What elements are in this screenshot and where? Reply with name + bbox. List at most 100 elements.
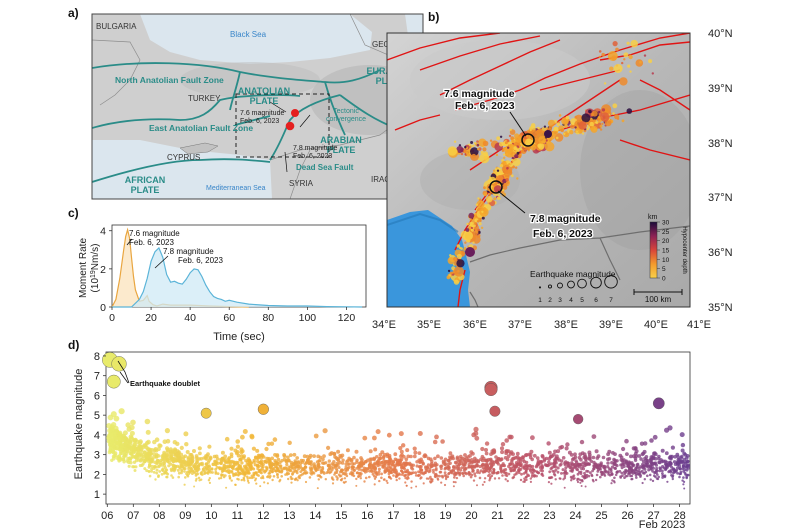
- d-dot: [624, 468, 628, 472]
- quake-dot: [623, 52, 629, 58]
- d-dot: [265, 456, 269, 461]
- d-dot: [301, 472, 305, 476]
- quake-dot: [560, 128, 564, 133]
- d-dot: [494, 460, 499, 464]
- d-dot: [136, 451, 141, 456]
- d-dot: [206, 470, 210, 474]
- d-dot: [642, 464, 646, 468]
- d-dot: [145, 469, 149, 473]
- d-dot: [170, 474, 173, 477]
- d-dot: [344, 472, 348, 476]
- d-dot: [671, 475, 674, 479]
- d-dot: [197, 446, 202, 451]
- d-dot: [497, 477, 501, 480]
- d-dot: [129, 424, 135, 431]
- d-dot: [341, 458, 345, 462]
- d-dot: [515, 451, 520, 456]
- d-dot: [145, 429, 151, 435]
- leader-7-6: [509, 111, 527, 137]
- label-bulgaria: BULGARIA: [96, 22, 137, 31]
- d-dot: [373, 447, 378, 452]
- d-highlight-dot: [106, 374, 121, 389]
- d-dot: [643, 478, 646, 481]
- d-dot: [403, 474, 406, 477]
- quake-dot: [486, 195, 493, 203]
- d-dot: [434, 434, 439, 440]
- d-dot: [194, 474, 198, 477]
- d-highlight-dot: [652, 397, 665, 410]
- d-dot: [630, 474, 634, 478]
- d-dot: [626, 464, 631, 468]
- d-dot: [479, 469, 483, 473]
- d-dot: [410, 466, 413, 470]
- d-dot: [229, 446, 234, 451]
- d-dot: [278, 480, 281, 483]
- d-dot: [211, 462, 215, 466]
- d-dot: [446, 458, 451, 463]
- d-dot: [240, 434, 245, 440]
- quake-dot: [465, 228, 470, 232]
- q76-line2: Feb. 6, 2023: [240, 118, 279, 125]
- quake-dot: [545, 127, 549, 130]
- d-dot: [415, 485, 418, 488]
- d-dot: [126, 443, 131, 448]
- d-dot: [141, 462, 145, 466]
- quake-dot: [481, 210, 484, 213]
- d-dot: [172, 469, 176, 473]
- d-dot: [610, 471, 613, 474]
- d-dot: [322, 472, 326, 475]
- d-dot: [547, 460, 551, 464]
- d-dot: [308, 453, 313, 458]
- d-dot: [143, 459, 147, 464]
- d-dot: [249, 465, 253, 469]
- d-dot: [526, 474, 529, 478]
- d-dot: [610, 465, 615, 469]
- d-dot: [157, 443, 162, 448]
- d-dot: [547, 456, 552, 461]
- c-series-fill-1: [112, 247, 363, 307]
- d-dot: [529, 480, 533, 483]
- quake-dot: [537, 128, 543, 134]
- d-dot: [183, 431, 189, 437]
- d-dot: [240, 449, 245, 454]
- d-dot: [641, 481, 644, 485]
- d-dot: [237, 464, 241, 468]
- d-dot: [666, 480, 669, 483]
- d-dot: [155, 471, 159, 475]
- d-dot: [179, 445, 184, 450]
- quake-dot: [479, 207, 489, 217]
- d-dot: [388, 475, 391, 479]
- d-highlight-dot: [484, 383, 498, 396]
- d-dot: [471, 432, 477, 438]
- d-dot: [204, 457, 209, 461]
- d-dot: [383, 461, 387, 465]
- lat-labels: 40°N 39°N 38°N 37°N 36°N 35°N: [708, 28, 733, 314]
- quake-dot: [493, 185, 502, 193]
- c-ylabel-line2: (1019Nm/s): [90, 244, 102, 293]
- d-dot: [181, 461, 185, 466]
- d-dot: [606, 465, 610, 469]
- lon-label: 39°E: [599, 319, 623, 331]
- d-dot: [191, 472, 194, 475]
- d-dot: [481, 483, 484, 486]
- d-dot: [392, 474, 395, 477]
- d-dot: [631, 454, 636, 459]
- d-annotation: Earthquake doublet: [130, 379, 201, 388]
- d-dot: [570, 479, 573, 482]
- d-dot: [583, 464, 587, 468]
- d-dot: [635, 476, 638, 479]
- d-dot: [529, 449, 534, 454]
- d-dot: [399, 454, 403, 459]
- d-dot: [529, 477, 532, 480]
- quake-dot: [502, 178, 507, 184]
- d-dot: [466, 455, 470, 459]
- d-dot: [560, 472, 563, 475]
- quake-dot: [492, 169, 496, 172]
- d-dot: [474, 435, 480, 441]
- d-dot: [291, 477, 294, 480]
- d-dot: [491, 451, 495, 455]
- d-dot: [440, 439, 445, 444]
- d-dot: [586, 470, 590, 473]
- quake-dot: [463, 248, 466, 251]
- d-xtick-label: 11: [232, 510, 243, 522]
